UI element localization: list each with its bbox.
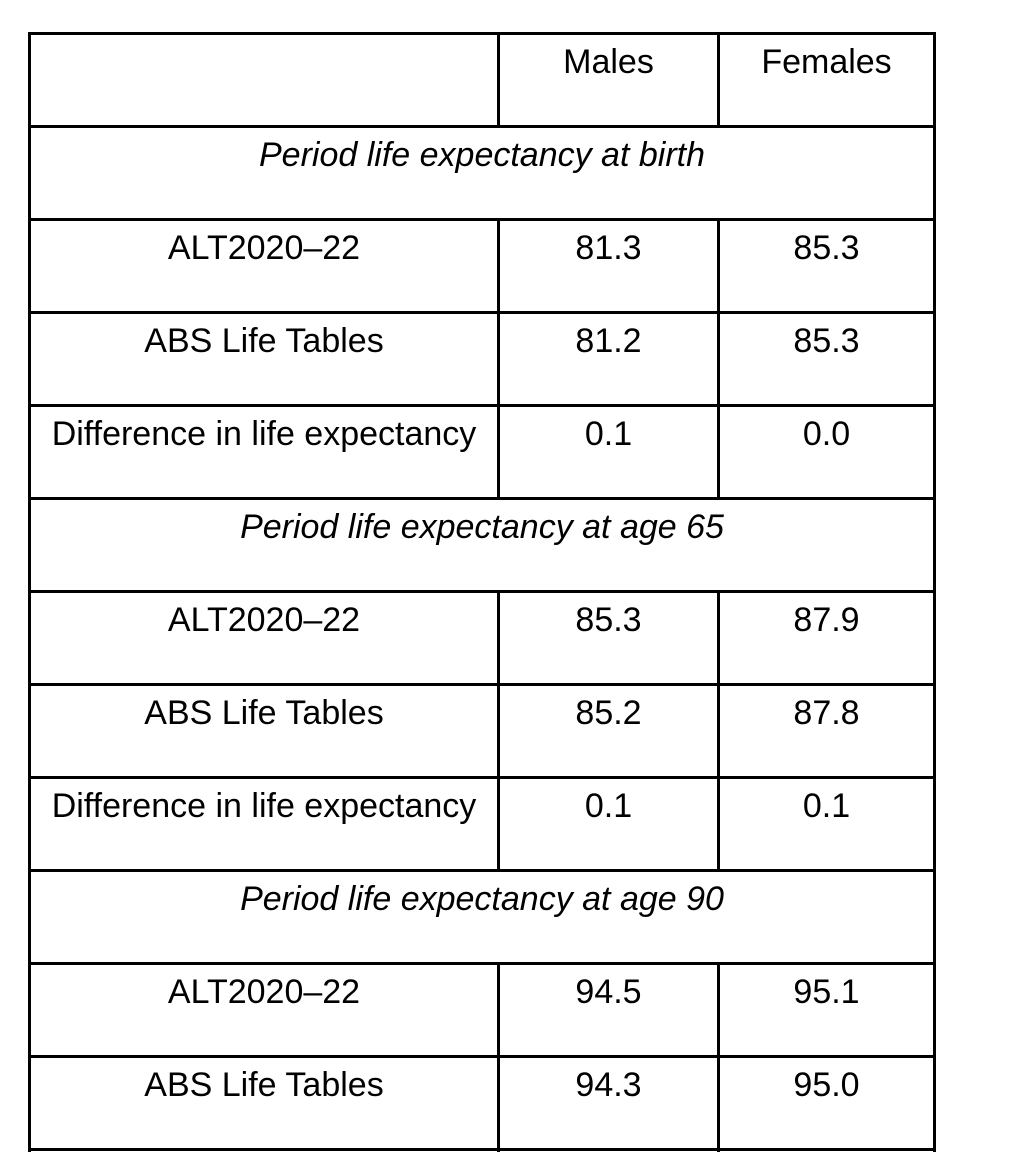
- females-value: 95.1: [717, 962, 936, 1058]
- row-label: ALT2020–22: [28, 962, 500, 1058]
- row-label: Difference in life expectancy: [28, 776, 500, 872]
- section-header-row: Period life expectancy at age 65: [28, 497, 936, 593]
- males-value: 94.5: [497, 962, 720, 1058]
- males-value: 0.2: [497, 1148, 720, 1152]
- row-label: ALT2020–22: [28, 218, 500, 314]
- females-value: 0.1: [717, 1148, 936, 1152]
- females-value: 87.8: [717, 683, 936, 779]
- table-row: Difference in life expectancy 0.1 0.0: [28, 404, 936, 500]
- table-row: ABS Life Tables 81.2 85.3: [28, 311, 936, 407]
- row-label: Difference in life expectancy: [28, 404, 500, 500]
- section-title-birth: Period life expectancy at birth: [28, 125, 936, 221]
- corner-cell: [28, 32, 500, 128]
- section-title-age-65: Period life expectancy at age 65: [28, 497, 936, 593]
- males-value: 85.3: [497, 590, 720, 686]
- table-row: ALT2020–22 85.3 87.9: [28, 590, 936, 686]
- females-value: 0.1: [717, 776, 936, 872]
- row-label: ALT2020–22: [28, 590, 500, 686]
- row-label: ABS Life Tables: [28, 1055, 500, 1151]
- table-row: ABS Life Tables 85.2 87.8: [28, 683, 936, 779]
- males-value: 81.2: [497, 311, 720, 407]
- females-value: 87.9: [717, 590, 936, 686]
- section-header-row: Period life expectancy at birth: [28, 125, 936, 221]
- males-value: 0.1: [497, 776, 720, 872]
- males-value: 94.3: [497, 1055, 720, 1151]
- females-value: 85.3: [717, 311, 936, 407]
- males-value: 85.2: [497, 683, 720, 779]
- header-row: Males Females: [28, 32, 936, 128]
- table-row: Difference in life expectancy 0.1 0.1: [28, 776, 936, 872]
- females-value: 0.0: [717, 404, 936, 500]
- row-label: ABS Life Tables: [28, 683, 500, 779]
- life-expectancy-table: Males Females Period life expectancy at …: [28, 32, 936, 1152]
- males-value: 0.1: [497, 404, 720, 500]
- males-column-header: Males: [497, 32, 720, 128]
- table-row: Difference in life expectancy 0.2 0.1: [28, 1148, 936, 1152]
- females-value: 85.3: [717, 218, 936, 314]
- table-row: ABS Life Tables 94.3 95.0: [28, 1055, 936, 1151]
- females-value: 95.0: [717, 1055, 936, 1151]
- row-label: ABS Life Tables: [28, 311, 500, 407]
- row-label: Difference in life expectancy: [28, 1148, 500, 1152]
- table-row: ALT2020–22 94.5 95.1: [28, 962, 936, 1058]
- section-header-row: Period life expectancy at age 90: [28, 869, 936, 965]
- males-value: 81.3: [497, 218, 720, 314]
- table-row: ALT2020–22 81.3 85.3: [28, 218, 936, 314]
- section-title-age-90: Period life expectancy at age 90: [28, 869, 936, 965]
- females-column-header: Females: [717, 32, 936, 128]
